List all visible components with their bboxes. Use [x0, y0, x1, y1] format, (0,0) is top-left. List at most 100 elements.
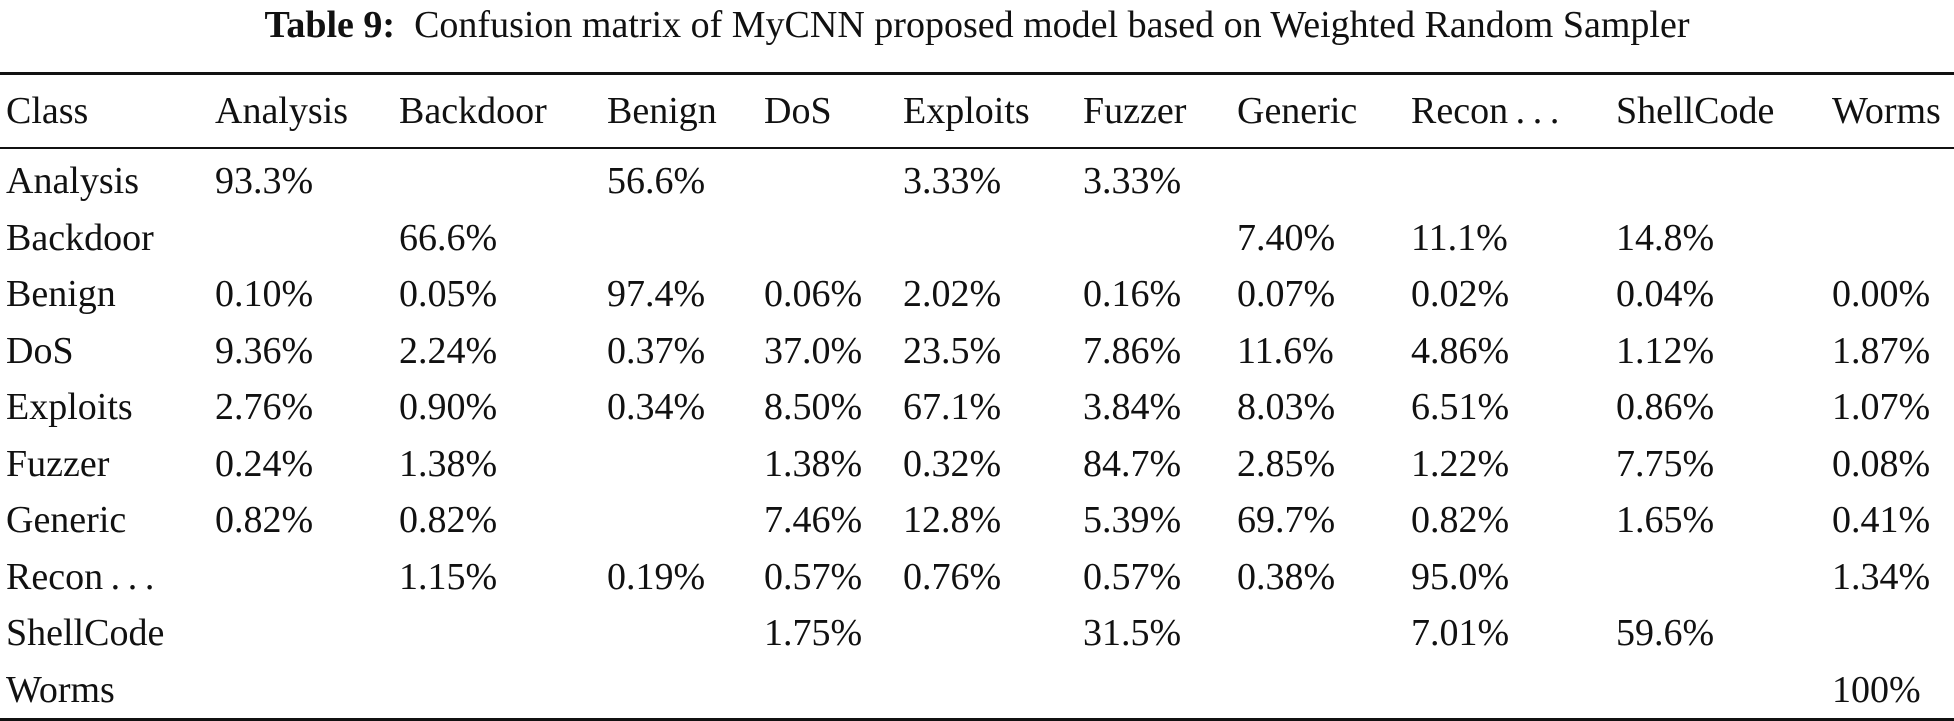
- table-cell: 2.85%: [1237, 442, 1336, 485]
- row-label-cell: Analysis: [6, 160, 139, 203]
- table-cell: 2.02%: [903, 273, 1002, 316]
- column-header-analysis: Analysis: [215, 90, 348, 132]
- table-cell: 0.10%: [215, 273, 314, 316]
- table-cell: 0.37%: [607, 329, 706, 372]
- table-cell: 1.65%: [1616, 499, 1715, 542]
- table-cell: 7.46%: [764, 499, 863, 542]
- table-cell: 0.02%: [1411, 273, 1510, 316]
- table-cell: 0.06%: [764, 273, 863, 316]
- table-cell: 11.6%: [1237, 329, 1334, 372]
- table-cell: 66.6%: [399, 216, 498, 259]
- column-header-fuzzer: Fuzzer: [1083, 90, 1187, 132]
- table-cell: 12.8%: [903, 499, 1002, 542]
- table-cell: [601, 662, 758, 720]
- table-cell: 2.24%: [399, 329, 498, 372]
- table-cell: [393, 605, 601, 662]
- table-cell: 1.38%: [764, 442, 863, 485]
- table-cell: 95.0%: [1411, 555, 1510, 598]
- table-cell: 1.12%: [1616, 329, 1715, 372]
- table-cell: 3.33%: [1083, 160, 1182, 203]
- table-cell: 1.34%: [1832, 555, 1931, 598]
- table-cell: 2.76%: [215, 386, 314, 429]
- table-cell: 0.86%: [1616, 386, 1715, 429]
- table-cell: [758, 210, 897, 267]
- table-header-row: Class Analysis Backdoor Benign DoS Exploits Fu…: [0, 73, 1954, 148]
- table-row: Benign 0.10% 0.05% 97.4% 0.06% 2.02% 0.16% 0.07…: [0, 266, 1954, 323]
- table-cell: [897, 605, 1077, 662]
- table-cell: [1077, 662, 1231, 720]
- table-row: Exploits 2.76% 0.90% 0.34% 8.50% 67.1% 3.84% 8.…: [0, 379, 1954, 436]
- table-cell: [393, 148, 601, 210]
- table-cell: [1231, 148, 1405, 210]
- table-cell: 0.19%: [607, 555, 706, 598]
- table-cell: [1610, 662, 1826, 720]
- table-row: Recon . . . 1.15% 0.19% 0.57% 0.76% 0.57% 0.38…: [0, 549, 1954, 606]
- table-cell: 8.50%: [764, 386, 863, 429]
- row-label-cell: Exploits: [6, 386, 133, 429]
- table-cell: 1.75%: [764, 612, 863, 655]
- column-header-generic: Generic: [1237, 90, 1358, 132]
- table-cell: [897, 662, 1077, 720]
- table-row: Generic 0.82% 0.82% 7.46% 12.8% 5.39% 69.7% 0.8…: [0, 492, 1954, 549]
- row-label-cell: Backdoor: [6, 216, 154, 259]
- table-cell: [601, 436, 758, 493]
- table-body: Analysis 93.3% 56.6% 3.33% 3.33% Backdoor 66.6…: [0, 148, 1954, 720]
- table-cell: 1.15%: [399, 555, 498, 598]
- table-cell: 0.82%: [1411, 499, 1510, 542]
- table-cell: 31.5%: [1083, 612, 1182, 655]
- table-cell: 0.90%: [399, 386, 498, 429]
- table-cell: 7.75%: [1616, 442, 1715, 485]
- row-label-cell: Recon . . .: [6, 555, 155, 598]
- table-row: Backdoor 66.6% 7.40% 11.1% 14.8%: [0, 210, 1954, 267]
- table-cell: [601, 605, 758, 662]
- table-cell: 3.84%: [1083, 386, 1182, 429]
- table-cell: [758, 662, 897, 720]
- table-cell: 0.07%: [1237, 273, 1336, 316]
- column-header-worms: Worms: [1832, 90, 1941, 132]
- table-cell: [1231, 662, 1405, 720]
- table-cell: 0.82%: [215, 499, 314, 542]
- row-label-cell: Generic: [6, 499, 127, 542]
- table-cell: 84.7%: [1083, 442, 1182, 485]
- table-cell: 0.76%: [903, 555, 1002, 598]
- table-cell: 14.8%: [1616, 216, 1715, 259]
- table-cell: [758, 148, 897, 210]
- table-cell: 8.03%: [1237, 386, 1336, 429]
- table-row: Fuzzer 0.24% 1.38% 1.38% 0.32% 84.7% 2.85% 1.22…: [0, 436, 1954, 493]
- table-cell: 0.82%: [399, 499, 498, 542]
- table-cell: 7.86%: [1083, 329, 1182, 372]
- table-cell: [1405, 662, 1610, 720]
- table-cell: 1.87%: [1832, 329, 1931, 372]
- table-cell: 0.04%: [1616, 273, 1715, 316]
- table-cell: [1077, 210, 1231, 267]
- table-row: Worms 100%: [0, 662, 1954, 720]
- table-caption-label: Table 9:: [264, 4, 396, 46]
- table-cell: 5.39%: [1083, 499, 1182, 542]
- table-cell: [1826, 148, 1954, 210]
- table-cell: [209, 210, 393, 267]
- column-header-benign: Benign: [607, 90, 717, 132]
- table-cell: 7.40%: [1237, 216, 1336, 259]
- table-cell: [1231, 605, 1405, 662]
- confusion-matrix-table: Class Analysis Backdoor Benign DoS Exploits Fu…: [0, 72, 1954, 721]
- column-header-shellcode: ShellCode: [1616, 90, 1775, 132]
- table-cell: 11.1%: [1411, 216, 1508, 259]
- table-cell: [601, 210, 758, 267]
- table-cell: 0.57%: [1083, 555, 1182, 598]
- table-cell: [1826, 210, 1954, 267]
- table-cell: 0.24%: [215, 442, 314, 485]
- column-header-class: Class: [6, 90, 89, 132]
- table-cell: 0.08%: [1832, 442, 1931, 485]
- table-cell: 0.38%: [1237, 555, 1336, 598]
- column-header-recon: Recon . . .: [1411, 90, 1560, 132]
- table-cell: 0.57%: [764, 555, 863, 598]
- table-cell: 56.6%: [607, 160, 706, 203]
- table-cell: 0.34%: [607, 386, 706, 429]
- table-cell: 3.33%: [903, 160, 1002, 203]
- row-label-cell: ShellCode: [6, 612, 165, 655]
- table-cell: 67.1%: [903, 386, 1002, 429]
- table-cell: 1.38%: [399, 442, 498, 485]
- row-label-cell: Fuzzer: [6, 442, 110, 485]
- column-header-dos: DoS: [764, 90, 832, 132]
- table-cell: 7.01%: [1411, 612, 1510, 655]
